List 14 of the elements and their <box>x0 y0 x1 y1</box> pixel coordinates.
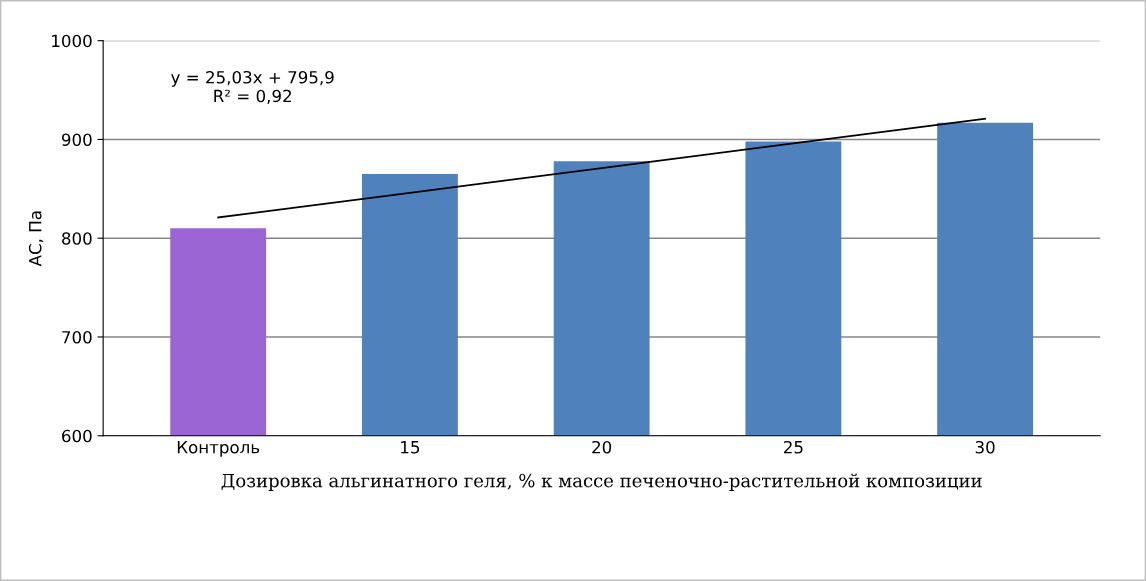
x-tick-label: 30 <box>975 440 995 454</box>
y-tick-label: 900 <box>61 133 92 147</box>
x-tick-label: Контроль <box>177 441 260 457</box>
x-tick-label: 15 <box>401 441 420 454</box>
x-axis-title: Дозировка альгинатного геля, % к массе печеночно-растительной композиции <box>221 473 982 491</box>
x-tick-label: 25 <box>784 440 803 454</box>
y-tick-label: 700 <box>62 330 92 344</box>
y-axis-title: АС, Па <box>28 211 44 267</box>
x-tick-label: 20 <box>592 440 612 454</box>
y-tick-label: 600 <box>62 429 92 443</box>
y-tick-label: 800 <box>62 232 92 245</box>
annotation: y = 25,03x + 795,9 R² = 0,92 <box>171 70 334 104</box>
line-series <box>217 117 987 219</box>
y-tick-label: 1000 <box>52 34 92 48</box>
